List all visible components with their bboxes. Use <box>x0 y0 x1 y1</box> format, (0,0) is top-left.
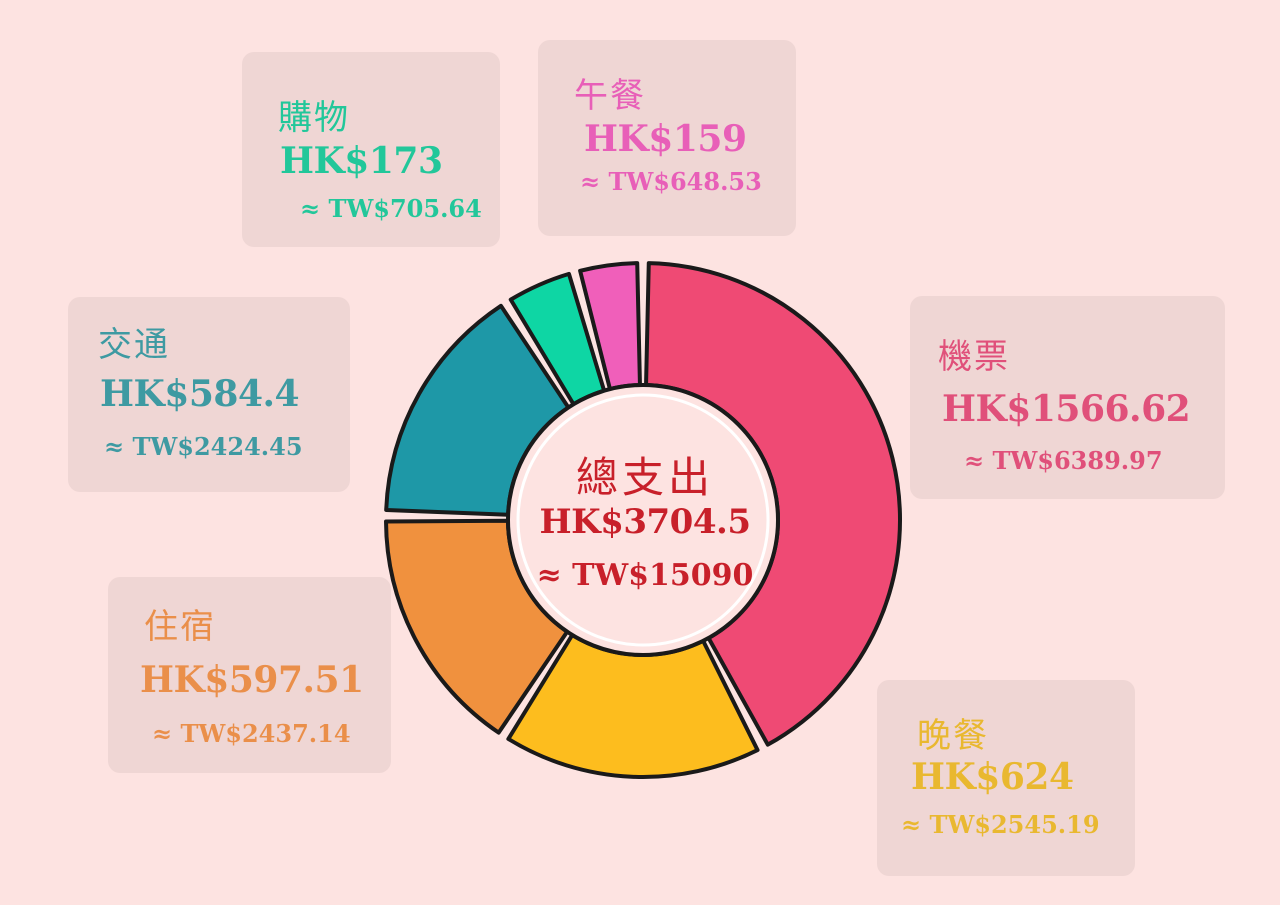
card-airfare-name: 機票 <box>938 337 1010 377</box>
total-hk: HK$3704.5 <box>539 502 751 542</box>
card-dinner-tw: ≈ TW$2545.19 <box>901 810 1100 839</box>
donut-hole <box>506 383 780 657</box>
donut-hole-highlight <box>516 393 770 647</box>
card-lunch-tw: ≈ TW$648.53 <box>580 167 762 196</box>
card-airfare: 機票 HK$1566.62 ≈ TW$6389.97 <box>910 296 1225 499</box>
card-transport-hk: HK$584.4 <box>100 373 300 415</box>
card-lunch-name: 午餐 <box>574 76 646 116</box>
card-lodging: 住宿 HK$597.51 ≈ TW$2437.14 <box>108 577 391 773</box>
card-transport: 交通 HK$584.4 ≈ TW$2424.45 <box>68 297 350 492</box>
total-tw: ≈ TW$15090 <box>536 558 754 593</box>
card-shopping-name: 購物 <box>278 98 350 138</box>
card-transport-name: 交通 <box>98 325 170 365</box>
card-shopping-tw: ≈ TW$705.64 <box>300 194 482 223</box>
card-airfare-tw: ≈ TW$6389.97 <box>964 446 1163 475</box>
card-dinner: 晚餐 HK$624 ≈ TW$2545.19 <box>877 680 1135 876</box>
card-lodging-name: 住宿 <box>144 607 216 647</box>
card-dinner-name: 晚餐 <box>917 716 989 756</box>
total-label: 總支出 <box>575 453 714 502</box>
card-shopping: 購物 HK$173 ≈ TW$705.64 <box>242 52 500 247</box>
card-transport-tw: ≈ TW$2424.45 <box>104 432 303 461</box>
card-lodging-hk: HK$597.51 <box>140 659 364 701</box>
card-airfare-hk: HK$1566.62 <box>942 388 1191 430</box>
donut-chart <box>384 261 902 779</box>
card-lunch-hk: HK$159 <box>584 118 747 160</box>
card-dinner-hk: HK$624 <box>911 756 1074 798</box>
card-lunch: 午餐 HK$159 ≈ TW$648.53 <box>538 40 796 236</box>
card-shopping-hk: HK$173 <box>280 140 443 182</box>
card-lodging-tw: ≈ TW$2437.14 <box>152 719 351 748</box>
